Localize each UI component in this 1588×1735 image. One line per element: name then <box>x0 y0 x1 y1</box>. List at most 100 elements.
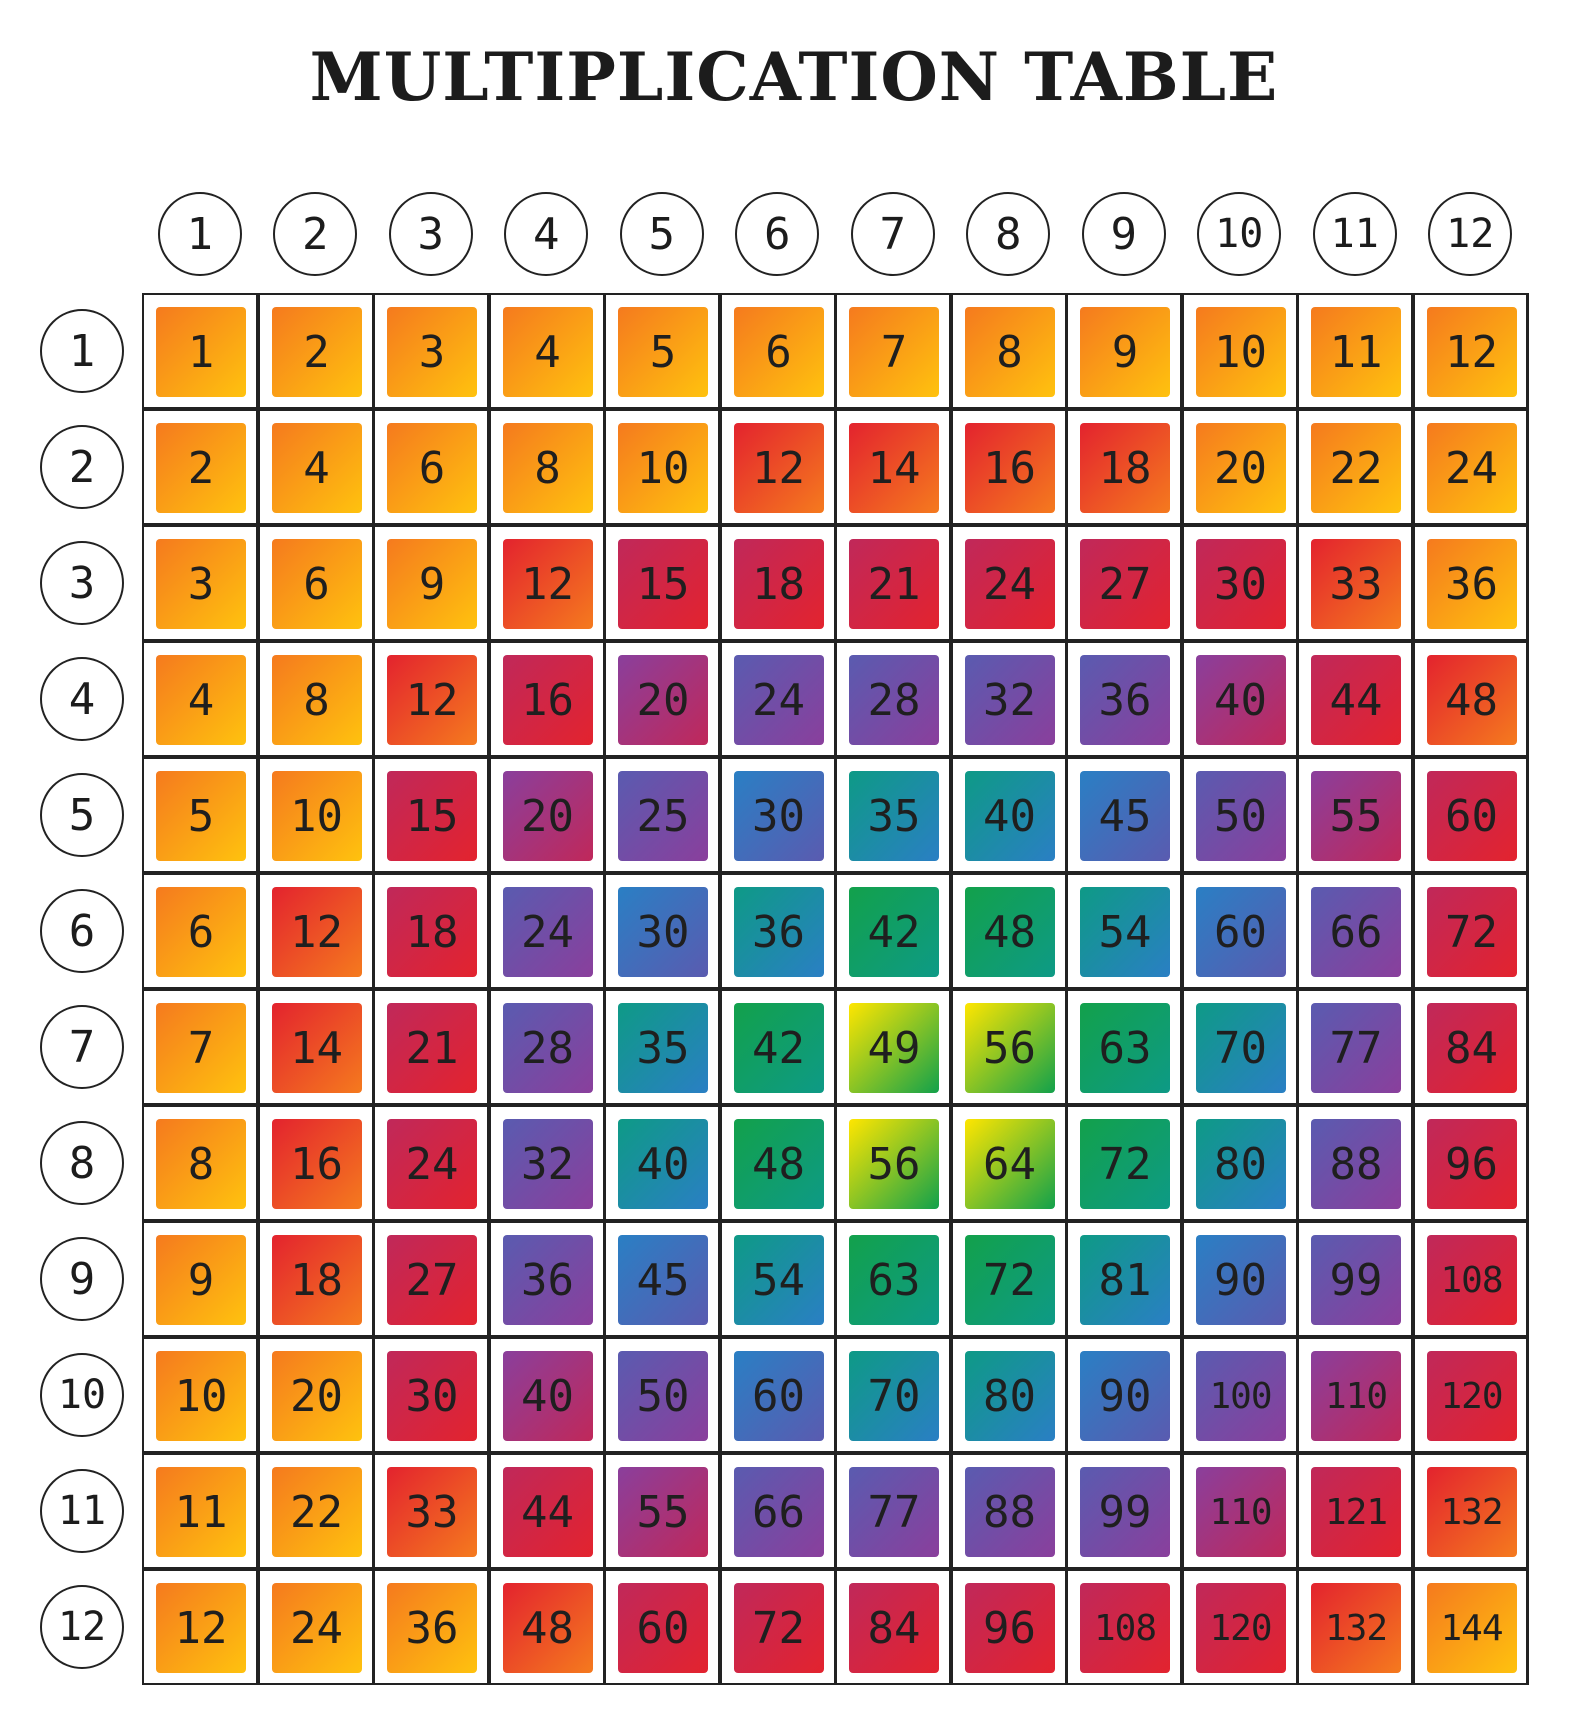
product-tile: 48 <box>964 887 1055 977</box>
product-tile: 10 <box>156 1351 246 1441</box>
product-tile: 8 <box>502 423 593 513</box>
table-cell: 132 <box>1412 1453 1529 1569</box>
column-header-12: 12 <box>1428 192 1513 276</box>
column-header-9: 9 <box>1081 192 1166 276</box>
table-cell: 40 <box>1181 641 1298 757</box>
table-cell: 6 <box>142 873 258 989</box>
table-cell: 84 <box>1412 989 1529 1105</box>
table-cell: 28 <box>488 989 605 1105</box>
table-cell: 24 <box>1412 409 1529 525</box>
product-tile: 30 <box>733 771 824 861</box>
table-cell: 2 <box>142 409 258 525</box>
table-cell: 8 <box>257 641 374 757</box>
table-cell: 66 <box>719 1453 836 1569</box>
table-cell: 6 <box>257 525 374 641</box>
product-tile: 30 <box>618 887 708 977</box>
table-cell: 110 <box>1181 1453 1298 1569</box>
table-cell: 35 <box>604 989 720 1105</box>
table-cell: 28 <box>835 641 951 757</box>
table-cell: 72 <box>1066 1105 1182 1221</box>
table-cell: 64 <box>950 1105 1067 1221</box>
multiplication-grid: 1 2 3 4 5 6 7 8 9 10 11 12 2 4 6 8 10 12 14 16 18 20 22 24 3 6 9 12… <box>142 293 1529 1685</box>
product-tile: 7 <box>849 307 939 397</box>
product-tile: 10 <box>271 771 362 861</box>
table-cell: 36 <box>488 1221 605 1337</box>
product-tile: 84 <box>1426 1003 1517 1093</box>
product-tile: 27 <box>1080 539 1170 629</box>
row-header-3: 3 <box>40 541 124 625</box>
product-tile: 24 <box>1426 423 1517 513</box>
table-cell: 77 <box>835 1453 951 1569</box>
product-tile: 20 <box>618 655 708 745</box>
table-cell: 4 <box>257 409 374 525</box>
product-tile: 50 <box>1195 771 1286 861</box>
product-tile: 30 <box>1195 539 1286 629</box>
row-header-7: 7 <box>40 1005 124 1089</box>
product-tile: 40 <box>502 1351 593 1441</box>
product-tile: 60 <box>733 1351 824 1441</box>
product-tile: 32 <box>964 655 1055 745</box>
product-tile: 12 <box>271 887 362 977</box>
row-header-9: 9 <box>40 1237 124 1321</box>
product-tile: 12 <box>156 1583 246 1673</box>
product-tile: 30 <box>387 1351 477 1441</box>
table-cell: 88 <box>1297 1105 1413 1221</box>
table-cell: 54 <box>719 1221 836 1337</box>
product-tile: 40 <box>964 771 1055 861</box>
table-cell: 12 <box>142 1569 258 1685</box>
table-cell: 40 <box>488 1337 605 1453</box>
table-cell: 40 <box>950 757 1067 873</box>
table-cell: 3 <box>142 525 258 641</box>
table-cell: 48 <box>719 1105 836 1221</box>
table-cell: 21 <box>835 525 951 641</box>
product-tile: 60 <box>1426 771 1517 861</box>
table-cell: 70 <box>1181 989 1298 1105</box>
product-tile: 27 <box>387 1235 477 1325</box>
table-cell: 30 <box>719 757 836 873</box>
table-cell: 36 <box>1066 641 1182 757</box>
table-cell: 15 <box>604 525 720 641</box>
table-cell: 99 <box>1066 1453 1182 1569</box>
product-tile: 2 <box>271 307 362 397</box>
table-cell: 48 <box>488 1569 605 1685</box>
table-cell: 96 <box>950 1569 1067 1685</box>
table-cell: 81 <box>1066 1221 1182 1337</box>
table-cell: 36 <box>719 873 836 989</box>
table-cell: 44 <box>488 1453 605 1569</box>
product-tile: 1 <box>156 307 246 397</box>
table-cell: 66 <box>1297 873 1413 989</box>
product-tile: 2 <box>156 423 246 513</box>
product-tile: 6 <box>733 307 824 397</box>
product-tile: 36 <box>387 1583 477 1673</box>
table-cell: 9 <box>142 1221 258 1337</box>
product-tile: 96 <box>1426 1119 1517 1209</box>
table-cell: 45 <box>1066 757 1182 873</box>
table-cell: 12 <box>719 409 836 525</box>
table-cell: 32 <box>488 1105 605 1221</box>
table-cell: 72 <box>1412 873 1529 989</box>
table-cell: 48 <box>950 873 1067 989</box>
product-tile: 22 <box>271 1467 362 1557</box>
product-tile: 50 <box>618 1351 708 1441</box>
product-tile: 8 <box>271 655 362 745</box>
product-tile: 8 <box>156 1119 246 1209</box>
row-header-2: 2 <box>40 425 124 509</box>
product-tile: 15 <box>387 771 477 861</box>
product-tile: 60 <box>618 1583 708 1673</box>
table-cell: 7 <box>142 989 258 1105</box>
table-cell: 44 <box>1297 641 1413 757</box>
table-cell: 24 <box>488 873 605 989</box>
table-cell: 3 <box>373 293 489 409</box>
product-tile: 40 <box>1195 655 1286 745</box>
table-cell: 48 <box>1412 641 1529 757</box>
product-tile: 48 <box>502 1583 593 1673</box>
product-tile: 14 <box>271 1003 362 1093</box>
product-tile: 55 <box>618 1467 708 1557</box>
product-tile: 54 <box>1080 887 1170 977</box>
column-header-6: 6 <box>735 192 820 276</box>
table-cell: 14 <box>257 989 374 1105</box>
product-tile: 8 <box>964 307 1055 397</box>
table-cell: 144 <box>1412 1569 1529 1685</box>
product-tile: 18 <box>1080 423 1170 513</box>
table-cell: 24 <box>719 641 836 757</box>
